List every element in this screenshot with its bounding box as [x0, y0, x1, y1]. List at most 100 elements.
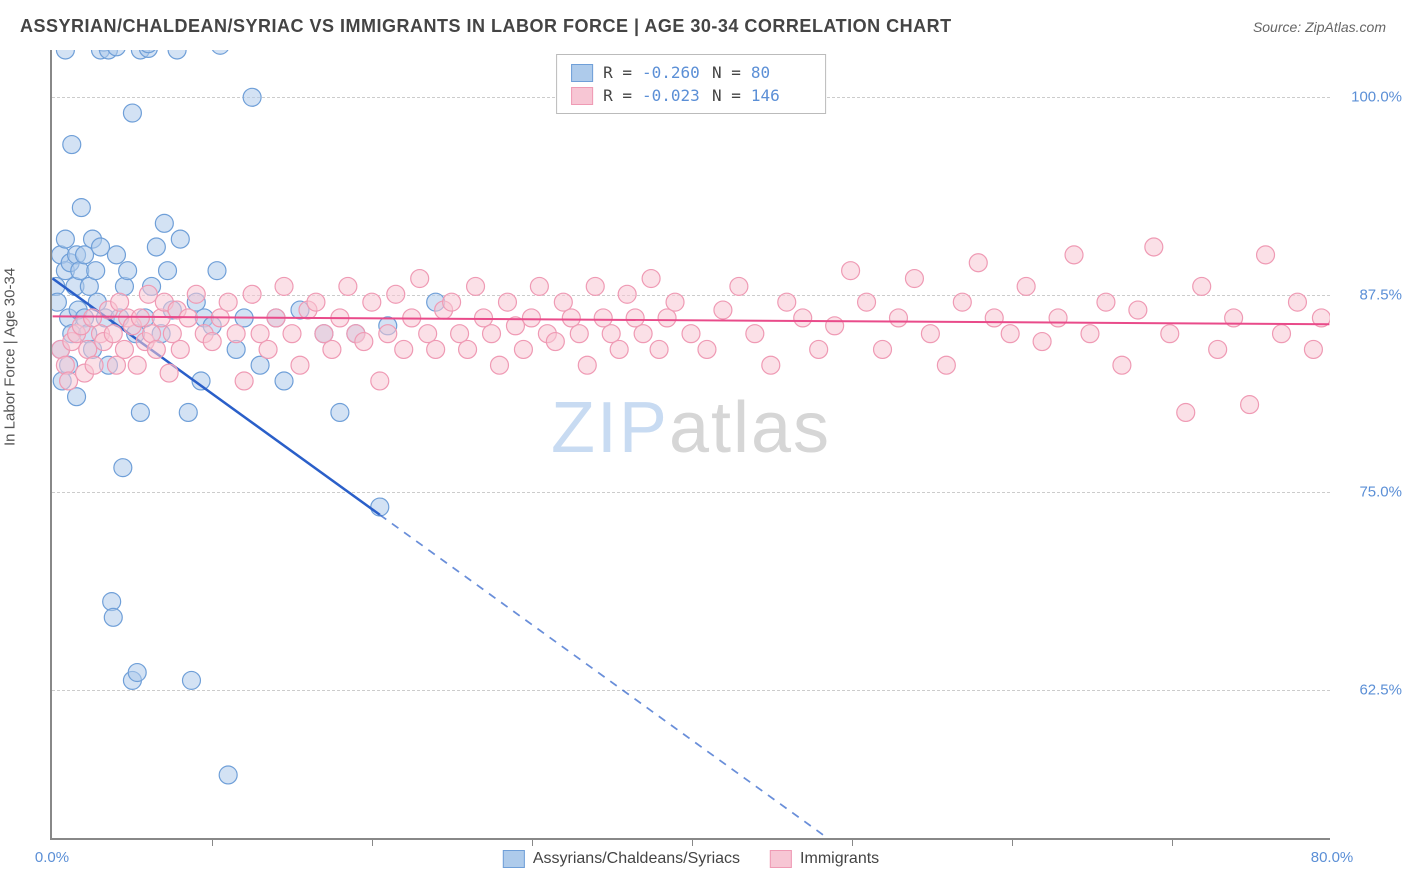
- scatter-point-immigrants: [570, 325, 588, 343]
- scatter-point-assyrians: [152, 325, 170, 343]
- scatter-point-immigrants: [160, 364, 178, 382]
- scatter-point-immigrants: [762, 356, 780, 374]
- scatter-point-immigrants: [119, 309, 137, 327]
- scatter-point-immigrants: [1113, 356, 1131, 374]
- scatter-point-assyrians: [291, 301, 309, 319]
- legend-row-assyrians: R = -0.260 N = 80: [571, 61, 811, 84]
- scatter-point-immigrants: [969, 254, 987, 272]
- r-label: R =: [603, 63, 632, 82]
- scatter-point-assyrians: [56, 262, 74, 280]
- scatter-point-assyrians: [96, 309, 114, 327]
- trendline-immigrants: [53, 316, 1330, 324]
- scatter-point-assyrians: [76, 246, 94, 264]
- scatter-point-assyrians: [159, 262, 177, 280]
- scatter-point-immigrants: [143, 325, 161, 343]
- scatter-point-immigrants: [259, 340, 277, 358]
- scatter-point-immigrants: [315, 325, 333, 343]
- scatter-point-assyrians: [79, 325, 97, 343]
- scatter-point-immigrants: [1225, 309, 1243, 327]
- scatter-point-immigrants: [794, 309, 812, 327]
- scatter-point-assyrians: [52, 340, 70, 358]
- scatter-point-assyrians: [227, 340, 245, 358]
- scatter-point-immigrants: [379, 325, 397, 343]
- swatch-immigrants: [770, 850, 792, 868]
- scatter-point-immigrants: [937, 356, 955, 374]
- scatter-point-immigrants: [100, 301, 118, 319]
- n-value-assyrians: 80: [751, 63, 811, 82]
- scatter-point-immigrants: [921, 325, 939, 343]
- title-bar: ASSYRIAN/CHALDEAN/SYRIAC VS IMMIGRANTS I…: [20, 16, 1386, 37]
- scatter-point-assyrians: [61, 254, 79, 272]
- x-tick: [372, 838, 373, 846]
- trendline-dashed-assyrians: [380, 515, 1330, 838]
- scatter-point-immigrants: [331, 309, 349, 327]
- scatter-point-assyrians: [182, 671, 200, 689]
- scatter-point-assyrians: [87, 262, 105, 280]
- scatter-point-assyrians: [107, 50, 125, 56]
- scatter-point-assyrians: [60, 309, 78, 327]
- scatter-point-assyrians: [63, 325, 81, 343]
- scatter-point-immigrants: [451, 325, 469, 343]
- scatter-point-immigrants: [63, 333, 81, 351]
- scatter-point-immigrants: [586, 277, 604, 295]
- scatter-point-immigrants: [128, 356, 146, 374]
- scatter-point-immigrants: [514, 340, 532, 358]
- scatter-point-immigrants: [152, 309, 170, 327]
- scatter-point-immigrants: [60, 372, 78, 390]
- scatter-point-immigrants: [1312, 309, 1330, 327]
- scatter-point-assyrians: [107, 246, 125, 264]
- gridline-h: [52, 492, 1330, 493]
- scatter-point-assyrians: [103, 593, 121, 611]
- gridline-h: [52, 690, 1330, 691]
- scatter-point-assyrians: [115, 277, 133, 295]
- scatter-point-assyrians: [331, 404, 349, 422]
- scatter-point-assyrians: [211, 50, 229, 54]
- scatter-point-assyrians: [95, 50, 113, 51]
- scatter-point-assyrians: [147, 238, 165, 256]
- r-label: R =: [603, 86, 632, 105]
- scatter-point-immigrants: [339, 277, 357, 295]
- scatter-point-immigrants: [85, 356, 103, 374]
- legend-label-assyrians: Assyrians/Chaldeans/Syriacs: [533, 850, 740, 868]
- scatter-point-immigrants: [427, 340, 445, 358]
- scatter-point-immigrants: [275, 277, 293, 295]
- x-tick: [1012, 838, 1013, 846]
- scatter-point-assyrians: [179, 404, 197, 422]
- scatter-point-assyrians: [123, 671, 141, 689]
- scatter-point-immigrants: [76, 364, 94, 382]
- scatter-point-immigrants: [395, 340, 413, 358]
- scatter-point-assyrians: [52, 246, 70, 264]
- scatter-point-assyrians: [128, 664, 146, 682]
- scatter-point-immigrants: [826, 317, 844, 335]
- scatter-point-immigrants: [522, 309, 540, 327]
- x-tick: [532, 838, 533, 846]
- scatter-point-immigrants: [698, 340, 716, 358]
- scatter-point-assyrians: [100, 50, 118, 59]
- scatter-point-immigrants: [131, 309, 149, 327]
- watermark-atlas: atlas: [669, 388, 831, 468]
- r-value-immigrants: -0.023: [642, 86, 702, 105]
- scatter-point-assyrians: [347, 325, 365, 343]
- legend-label-immigrants: Immigrants: [800, 850, 879, 868]
- scatter-point-immigrants: [842, 262, 860, 280]
- scatter-point-immigrants: [267, 309, 285, 327]
- scatter-point-immigrants: [1257, 246, 1275, 264]
- scatter-point-immigrants: [104, 325, 122, 343]
- scatter-point-immigrants: [658, 309, 676, 327]
- scatter-point-assyrians: [168, 50, 186, 59]
- scatter-point-assyrians: [192, 372, 210, 390]
- scatter-point-immigrants: [291, 356, 309, 374]
- scatter-point-assyrians: [68, 388, 86, 406]
- scatter-point-immigrants: [1241, 396, 1259, 414]
- scatter-point-immigrants: [1001, 325, 1019, 343]
- scatter-point-immigrants: [72, 317, 90, 335]
- n-label: N =: [712, 86, 741, 105]
- swatch-immigrants: [571, 87, 593, 105]
- watermark: ZIPatlas: [551, 387, 831, 469]
- scatter-point-immigrants: [1161, 325, 1179, 343]
- x-tick: [692, 838, 693, 846]
- scatter-point-immigrants: [483, 325, 501, 343]
- scatter-point-assyrians: [84, 230, 102, 248]
- scatter-point-immigrants: [889, 309, 907, 327]
- scatter-point-assyrians: [66, 277, 84, 295]
